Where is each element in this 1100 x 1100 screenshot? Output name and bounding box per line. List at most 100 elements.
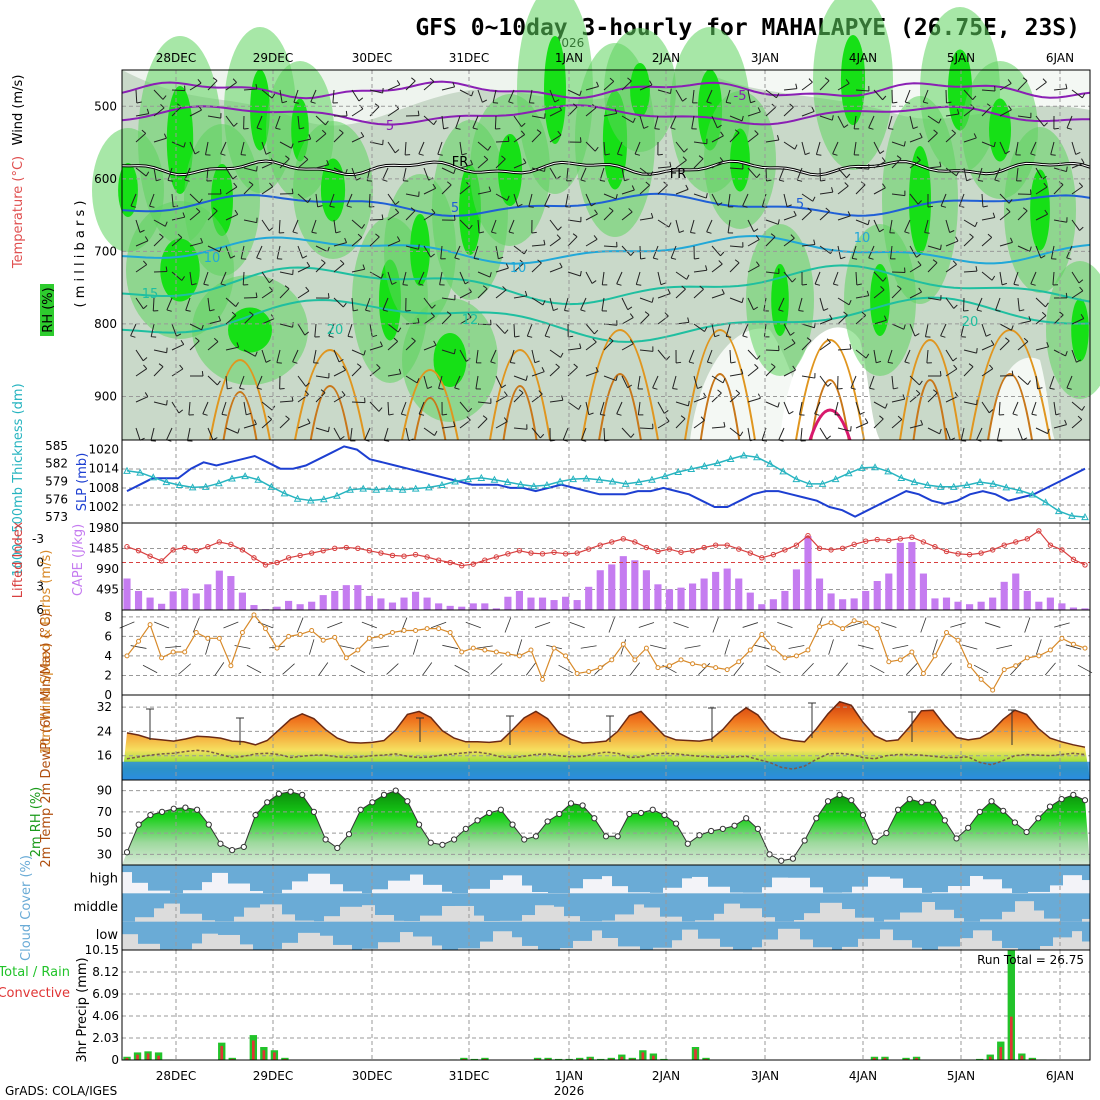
upper-wind-barb-439 (689, 219, 695, 233)
cloud-cell-low-25 (522, 921, 538, 946)
upper-wind-barb-647 (963, 167, 968, 181)
upper-wind-barb-flag-163 (328, 335, 334, 338)
upper-wind-barb-flag-168 (358, 97, 364, 102)
upper-wind-barb-flag-453 (706, 231, 712, 234)
upper-wind-barb-71 (225, 115, 235, 127)
cape-bar-13 (273, 606, 281, 610)
upper-wind-barb-flag-111 (267, 415, 273, 420)
wind10m-point-10 (239, 629, 245, 635)
upper-wind-barb-346 (567, 347, 581, 351)
upper-wind-barb-194 (369, 401, 380, 412)
wind10m-point-45 (643, 645, 649, 651)
cloud-cell-low-32 (640, 921, 653, 950)
year-label-bottom: 2026 (554, 1084, 585, 1098)
upper-wind-barb-693 (1013, 271, 1019, 285)
upper-wind-barb-290 (490, 349, 497, 363)
upper-wind-barb-578 (873, 187, 886, 195)
upper-wind-barb-533 (819, 115, 833, 121)
upper-wind-barb-flag-263 (454, 387, 460, 390)
upper-wind-barb-flag-400 (651, 297, 654, 303)
upper-wind-barb-550 (837, 185, 849, 195)
lifted-point-21 (366, 547, 373, 554)
upper-wind-barb-flag-113 (275, 127, 281, 130)
upper-wind-barb-75 (225, 213, 238, 221)
upper-wind-barb-flag-584 (876, 360, 882, 364)
thickness-point-63 (949, 482, 958, 490)
upper-wind-barb-flag-167 (340, 435, 345, 440)
lifted-point-0 (124, 544, 130, 550)
upper-wind-barb-376 (599, 401, 605, 415)
cape-bar-32 (492, 608, 500, 610)
cloud-cell-high-47 (868, 865, 890, 877)
upper-wind-barb-flag-469 (734, 259, 740, 264)
upper-wind-barb-flag-573 (864, 418, 869, 424)
wind10m-point-38 (563, 653, 569, 659)
upper-wind-barb-277 (475, 375, 479, 389)
pressure-tick-600: 600 (94, 172, 117, 186)
wind10m-barb-32 (490, 663, 503, 675)
cape-bar-8 (215, 570, 223, 610)
upper-wind-barb-577 (873, 161, 886, 169)
cloud-cell-middle-25 (522, 893, 535, 916)
upper-wind-barb-364 (603, 81, 615, 91)
upper-wind-barb-flag-235 (427, 386, 433, 390)
cloud-cell-low-36 (698, 921, 720, 939)
wind10m-barb-74 (973, 664, 989, 674)
wind10m-barb-57 (777, 622, 793, 628)
upper-wind-barb-321 (531, 427, 541, 439)
thickness-point-26 (464, 475, 473, 483)
upper-wind-barb-593 (889, 219, 893, 233)
rh-point-70 (941, 817, 948, 824)
upper-wind-barb-486 (747, 349, 758, 360)
upper-wind-barb-flag-71 (233, 122, 238, 127)
upper-wind-barb-flag-514 (791, 339, 796, 344)
upper-wind-barb-flag-515 (792, 365, 796, 371)
cloud-cell-high-46 (852, 865, 868, 887)
upper-wind-barb-113 (275, 115, 281, 129)
upper-wind-barb-flag-462 (726, 101, 732, 104)
wind10m-point-53 (736, 659, 742, 665)
wind10m-barb-77 (1010, 662, 1022, 676)
wind10m-barb-79 (1035, 639, 1042, 655)
upper-wind-barb-670 (981, 401, 990, 414)
rh-point-71 (953, 835, 960, 842)
cloud-cell-high-6 (212, 865, 228, 873)
lifted-point-2 (147, 553, 153, 559)
precip-total-bar-84 (1007, 950, 1015, 1060)
upper-wind-barb-flag-737 (1080, 314, 1085, 319)
upper-wind-barb-664 (981, 237, 993, 247)
upper-wind-barb-304 (509, 349, 515, 363)
rh-point-0 (123, 849, 131, 856)
upper-wind-barb-697 (1017, 375, 1029, 386)
upper-wind-barb-flag-282 (507, 136, 510, 142)
upper-wind-barb-350 (585, 85, 599, 91)
upper-wind-barb-flag-165 (342, 365, 346, 371)
upper-wind-barb-595 (891, 271, 906, 274)
upper-wind-barb-47 (189, 211, 201, 221)
upper-wind-barb-135 (297, 323, 306, 336)
upper-wind-barb-flag-650 (969, 233, 974, 238)
rh-point-1 (135, 821, 142, 828)
upper-wind-barb-flag-2 (141, 129, 147, 134)
lifted-point-52 (724, 542, 730, 548)
wind10m-point-21 (366, 635, 372, 641)
upper-wind-barb-353 (580, 167, 587, 181)
upper-wind-barb-344 (564, 297, 569, 311)
cape-bar-9 (227, 576, 235, 610)
upper-wind-barb-flag-11 (143, 364, 148, 370)
cloud-cell-low-50 (922, 921, 938, 950)
upper-wind-barb-203 (387, 271, 393, 285)
cape-bar-10 (238, 592, 246, 610)
cloud-cell-high-34 (663, 865, 682, 888)
upper-wind-barb-flag-604 (919, 132, 923, 138)
lifted-point-56 (770, 551, 777, 558)
upper-wind-barb-flag-443 (704, 326, 708, 332)
thickness-point-8 (228, 474, 236, 482)
upper-wind-barb-36 (166, 297, 173, 311)
upper-wind-barb-flag-147 (320, 259, 326, 264)
thickness-tick-585: 585 (45, 439, 68, 453)
upper-wind-barb-276 (475, 349, 479, 363)
upper-wind-barb-506 (783, 141, 796, 150)
upper-wind-barb-698 (1012, 401, 1019, 415)
upper-wind-barb-flag-598 (887, 361, 893, 364)
